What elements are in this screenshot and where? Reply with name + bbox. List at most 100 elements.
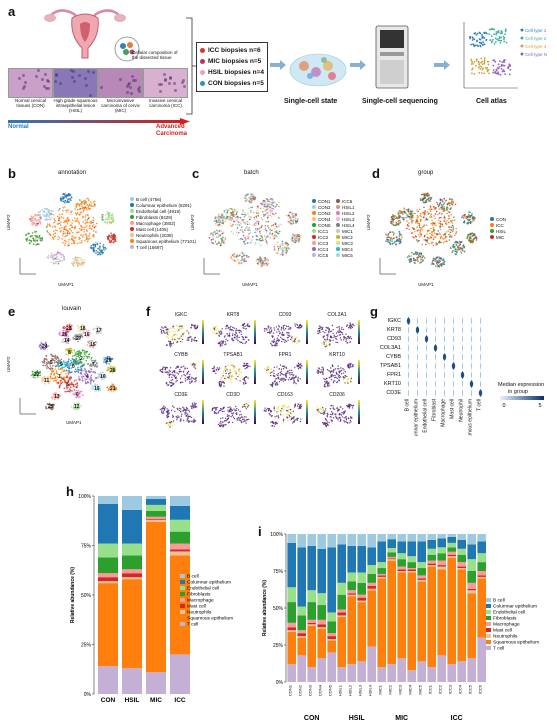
legend-swatch (180, 604, 185, 608)
x-tick-label: ICC4 (458, 684, 463, 694)
bar-segment (467, 534, 476, 545)
bar-segment (467, 593, 476, 659)
legend-dot-icon (336, 211, 340, 215)
bar-segment (477, 575, 486, 577)
umap-c-legend-col2: ICC6 HSIL1 HSIL2 HSIL3 HSIL4 MIC1 MIC2 MIC3 MIC4… (336, 198, 355, 258)
violin-mark (443, 317, 446, 325)
legend-label: T cell (16697) (136, 244, 164, 250)
violin-mark (461, 362, 464, 370)
legend-label: Squamous epithelium (493, 640, 539, 646)
violin-mark (479, 353, 482, 361)
legend-label: T cell (493, 646, 504, 652)
umap-b-title: annotation (58, 170, 87, 176)
bar-segment (337, 582, 346, 595)
cluster-label: 19 (94, 386, 100, 392)
bar-segment (467, 571, 476, 583)
bar-segment (297, 633, 306, 637)
feature-plot-scatter (317, 320, 360, 348)
histology-labels: Normal cervical tissues (CON) High grade … (8, 98, 188, 113)
x-tick-label: ICC (174, 697, 186, 704)
umap-batch-plot (203, 193, 302, 275)
bar-segment (457, 548, 466, 555)
bar-segment (407, 569, 416, 571)
violin-mark (469, 380, 474, 388)
bar-segment (367, 565, 376, 574)
violin-mark (461, 326, 464, 334)
bar-segment (170, 543, 190, 550)
violin-celltype-label: B cell (405, 399, 411, 411)
panel-label-f: f (146, 304, 151, 319)
x-tick-label: CON1 (288, 684, 293, 696)
bar-segment (337, 534, 346, 545)
sequencer-icon (375, 25, 409, 89)
bar-segment (427, 534, 436, 540)
bar-segment (377, 573, 386, 576)
legend-swatch (180, 574, 185, 578)
legend-label: Squamous epithelium (187, 616, 233, 622)
bar-segment (447, 557, 456, 665)
colorbar-tick: 0 (502, 403, 505, 409)
cluster-label: 22 (34, 372, 40, 378)
bar-segment (477, 534, 486, 542)
cluster-label: 12 (74, 404, 80, 410)
cluster-label: 14 (64, 338, 70, 344)
violin-mark (434, 353, 437, 361)
violin-mark (407, 389, 410, 397)
legend-dot-icon (336, 247, 340, 251)
violin-celltype-label: Endothelial cell (423, 399, 429, 433)
y-axis-label: Relative abundance (%) (70, 567, 76, 623)
bar-segment (407, 568, 416, 570)
legend-dot-icon (336, 205, 340, 209)
legend-dot-icon (312, 247, 316, 251)
violin-mark (434, 371, 437, 379)
colorbar-label: Median expression (498, 382, 544, 388)
bar-segment (337, 594, 346, 610)
y-tick-label: 75% (273, 569, 284, 575)
feature-plot-scatter (316, 360, 360, 388)
panel-label-d: d (372, 166, 380, 181)
bar-segment (357, 534, 366, 546)
cluster-label: 27 (76, 336, 82, 342)
bar-segment (437, 560, 446, 566)
umap-louvain-plot: 0123456789101112131415161718192021222324… (19, 323, 118, 415)
bar-segment (98, 577, 118, 582)
violin-mark (434, 380, 437, 388)
legend-swatch (486, 616, 491, 620)
y-axis-label: Relative abundance (%) (262, 580, 268, 636)
cluster-label: 24 (42, 344, 48, 350)
step-single-cell-sequencing: Single-cell sequencing (362, 98, 438, 105)
bar-segment (347, 594, 356, 597)
bar-segment (287, 630, 296, 632)
umap-d-legend-item: CON (490, 216, 506, 222)
umap-c-legend-item: ICC4 (312, 246, 331, 252)
bar-segment (357, 661, 366, 682)
bar-segment (327, 633, 336, 637)
bar-segment (337, 609, 346, 613)
legend-dot-icon (130, 203, 134, 207)
feature-plot-title: KRT10 (329, 352, 345, 358)
bar-segment (457, 568, 466, 570)
legend-dot-icon (336, 217, 340, 221)
legend-swatch (180, 598, 185, 602)
panel-label-h: h (66, 484, 74, 499)
bar-segment (307, 619, 316, 623)
bar-segment (437, 655, 446, 682)
legend-swatch (180, 580, 185, 584)
bar-segment (327, 640, 336, 653)
bar-segment (387, 560, 396, 665)
bar-segment (347, 572, 356, 582)
bar-segment (437, 547, 446, 554)
feature-plot-title: CD206 (329, 392, 345, 398)
feature-plot-cybb: CYBB (156, 352, 206, 392)
violin-mark (433, 344, 438, 352)
biopsy-label: HSIL biopsies n=4 (207, 69, 264, 76)
legend-label: Endothelial cell (4919) (136, 208, 181, 214)
bar-segment (417, 534, 426, 542)
bar-segment (297, 606, 306, 616)
progression-arrow (8, 118, 190, 125)
bar-segment (407, 541, 416, 557)
legend-label: Fibroblasts (187, 592, 211, 598)
bar-segment (337, 612, 346, 616)
bar-segment (307, 602, 316, 620)
legend-label: HSIL2 (342, 210, 355, 216)
